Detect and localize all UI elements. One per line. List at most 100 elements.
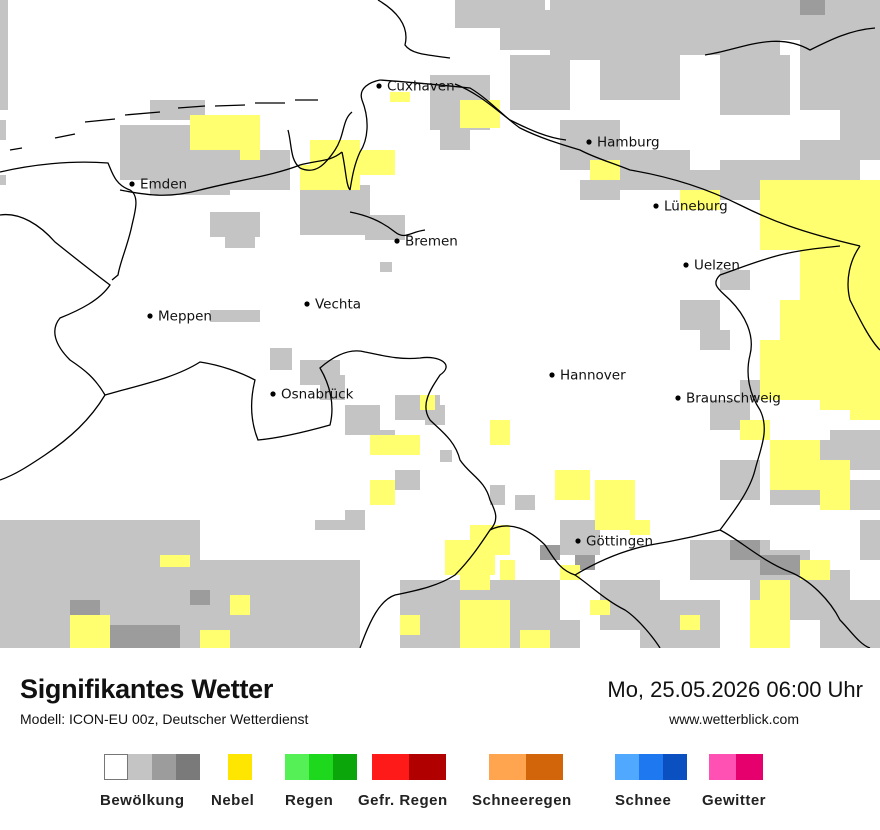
city-dot — [675, 395, 681, 401]
weather-cell — [460, 570, 490, 590]
weather-cell — [500, 560, 515, 580]
weather-cell — [440, 450, 452, 462]
city-dot — [376, 83, 382, 89]
legend-swatches — [104, 754, 200, 780]
city-dot — [683, 262, 689, 268]
weather-cell — [150, 150, 230, 195]
weather-cell — [70, 615, 110, 648]
weather-cell — [320, 375, 345, 400]
legend-swatch — [228, 754, 252, 780]
weather-cell — [510, 55, 570, 110]
legend-item-gefr-regen: Gefr. Regen — [358, 754, 447, 809]
weather-cells — [0, 0, 880, 648]
legend: Bewölkung Nebel Regen Gefr. Regen — [0, 754, 880, 824]
weather-cell — [595, 480, 635, 530]
city-dot — [586, 139, 592, 145]
legend-swatch — [615, 754, 639, 780]
weather-cell — [200, 630, 230, 648]
weather-cell — [345, 510, 365, 530]
city-label: Uelzen — [694, 258, 740, 274]
legend-swatch — [128, 754, 152, 780]
weather-cell — [315, 520, 345, 530]
city-label: Emden — [140, 177, 187, 193]
legend-label: Nebel — [211, 792, 255, 809]
weather-cell — [0, 175, 6, 185]
weather-cell — [580, 180, 620, 200]
weather-cell — [680, 190, 720, 210]
weather-cell — [150, 625, 180, 648]
legend-swatches — [615, 754, 687, 780]
city-label: Göttingen — [586, 534, 653, 550]
legend-item-gewitter: Gewitter — [702, 754, 766, 809]
weather-cell — [0, 120, 6, 140]
weather-cell — [700, 330, 730, 350]
weather-cell — [680, 615, 700, 630]
weather-cell — [420, 395, 435, 410]
weather-cell — [225, 230, 255, 248]
weather-cell — [760, 580, 790, 610]
legend-item-schneeregen: Schneeregen — [472, 754, 571, 809]
weather-cell — [395, 470, 420, 490]
legend-label: Schnee — [615, 792, 672, 809]
legend-swatch — [104, 754, 128, 780]
legend-item-nebel: Nebel — [211, 754, 254, 809]
weather-cell — [800, 40, 880, 110]
weather-cell — [800, 560, 830, 580]
weather-cell — [850, 480, 880, 510]
coastline-east-frisia — [119, 151, 343, 196]
weather-cell — [365, 215, 405, 240]
weather-cell — [300, 165, 345, 190]
city-label: Braunschweig — [686, 391, 781, 407]
legend-item-bewoelkung: Bewölkung — [100, 754, 200, 809]
weather-cell — [370, 480, 395, 505]
weather-cell — [760, 555, 800, 575]
legend-swatch — [489, 754, 526, 780]
weather-cell — [400, 615, 420, 635]
legend-swatch — [285, 754, 309, 780]
legend-swatch — [152, 754, 176, 780]
weather-cell — [740, 380, 760, 400]
weather-cell — [780, 0, 880, 40]
weather-cell — [680, 300, 720, 330]
elbe-estuary — [379, 79, 861, 247]
legend-swatch — [309, 754, 333, 780]
weather-cell — [355, 150, 395, 175]
forecast-datetime: Mo, 25.05.2026 06:00 Uhr — [607, 677, 863, 702]
weather-cell — [515, 495, 535, 510]
city-label: Hannover — [560, 368, 626, 384]
border-nrw — [104, 350, 497, 648]
city-dot — [270, 391, 276, 397]
weather-cell — [390, 92, 410, 102]
map-title: Signifikantes Wetter — [20, 674, 274, 704]
weather-cell — [630, 520, 650, 535]
city-dot — [575, 538, 581, 544]
legend-swatch — [333, 754, 357, 780]
legend-swatch — [709, 754, 736, 780]
weser-estuary — [341, 79, 381, 191]
weather-cell — [740, 420, 770, 440]
weather-cell — [0, 0, 8, 110]
map-footer: Signifikantes Wetter Modell: ICON-EU 00z… — [0, 648, 880, 830]
website-link[interactable]: www.wetterblick.com — [669, 711, 799, 727]
weather-cell — [610, 150, 690, 190]
weather-cell — [250, 580, 360, 648]
legend-label: Gefr. Regen — [358, 792, 448, 809]
weather-cell — [555, 470, 590, 500]
city-labels: Cuxhaven Hamburg Emden Lüneburg Bremen Uelzen… — [129, 79, 781, 550]
coastline-west — [0, 161, 137, 281]
weather-cell — [720, 270, 750, 290]
city-label: Hamburg — [597, 135, 660, 151]
city-label: Cuxhaven — [387, 79, 455, 95]
weather-cell — [370, 435, 420, 455]
legend-swatch — [372, 754, 409, 780]
weather-cell — [800, 140, 860, 180]
weather-cell — [560, 520, 600, 555]
weser-river — [349, 211, 426, 237]
weather-cell — [490, 485, 505, 505]
weather-cell — [660, 0, 780, 55]
legend-swatch — [176, 754, 200, 780]
weather-cell — [270, 348, 292, 370]
borders — [0, 0, 880, 648]
legend-swatches — [489, 754, 563, 780]
weather-map: Cuxhaven Hamburg Emden Lüneburg Bremen Uelzen… — [0, 0, 880, 648]
